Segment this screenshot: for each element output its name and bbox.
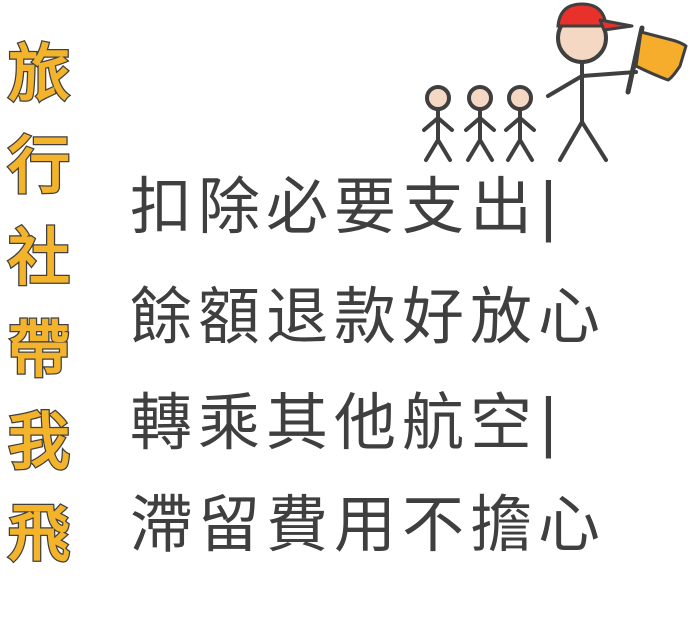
flag-icon	[625, 25, 688, 95]
benefit-line-2: 餘額退款好放心	[130, 280, 607, 353]
follower-stick-figure-icon	[504, 85, 536, 162]
benefit-line-4: 滯留費用不擔心	[130, 488, 607, 561]
title-char: 旅	[7, 36, 72, 112]
tour-group-illustration	[422, 2, 688, 162]
title-char: 行	[7, 128, 72, 204]
title-char: 社	[7, 220, 72, 296]
tour-guide-stick-figure-icon	[546, 12, 638, 162]
benefit-line-3: 轉乘其他航空|	[130, 386, 565, 459]
red-cap-icon	[556, 2, 634, 32]
benefit-line-1: 扣除必要支出|	[130, 170, 565, 243]
title-char: 我	[7, 404, 72, 480]
title-char: 帶	[7, 312, 72, 388]
title-char: 飛	[7, 496, 72, 572]
vertical-title: 旅 行 社 帶 我 飛	[2, 28, 76, 580]
follower-stick-figure-icon	[464, 85, 496, 162]
follower-stick-figure-icon	[422, 85, 454, 162]
